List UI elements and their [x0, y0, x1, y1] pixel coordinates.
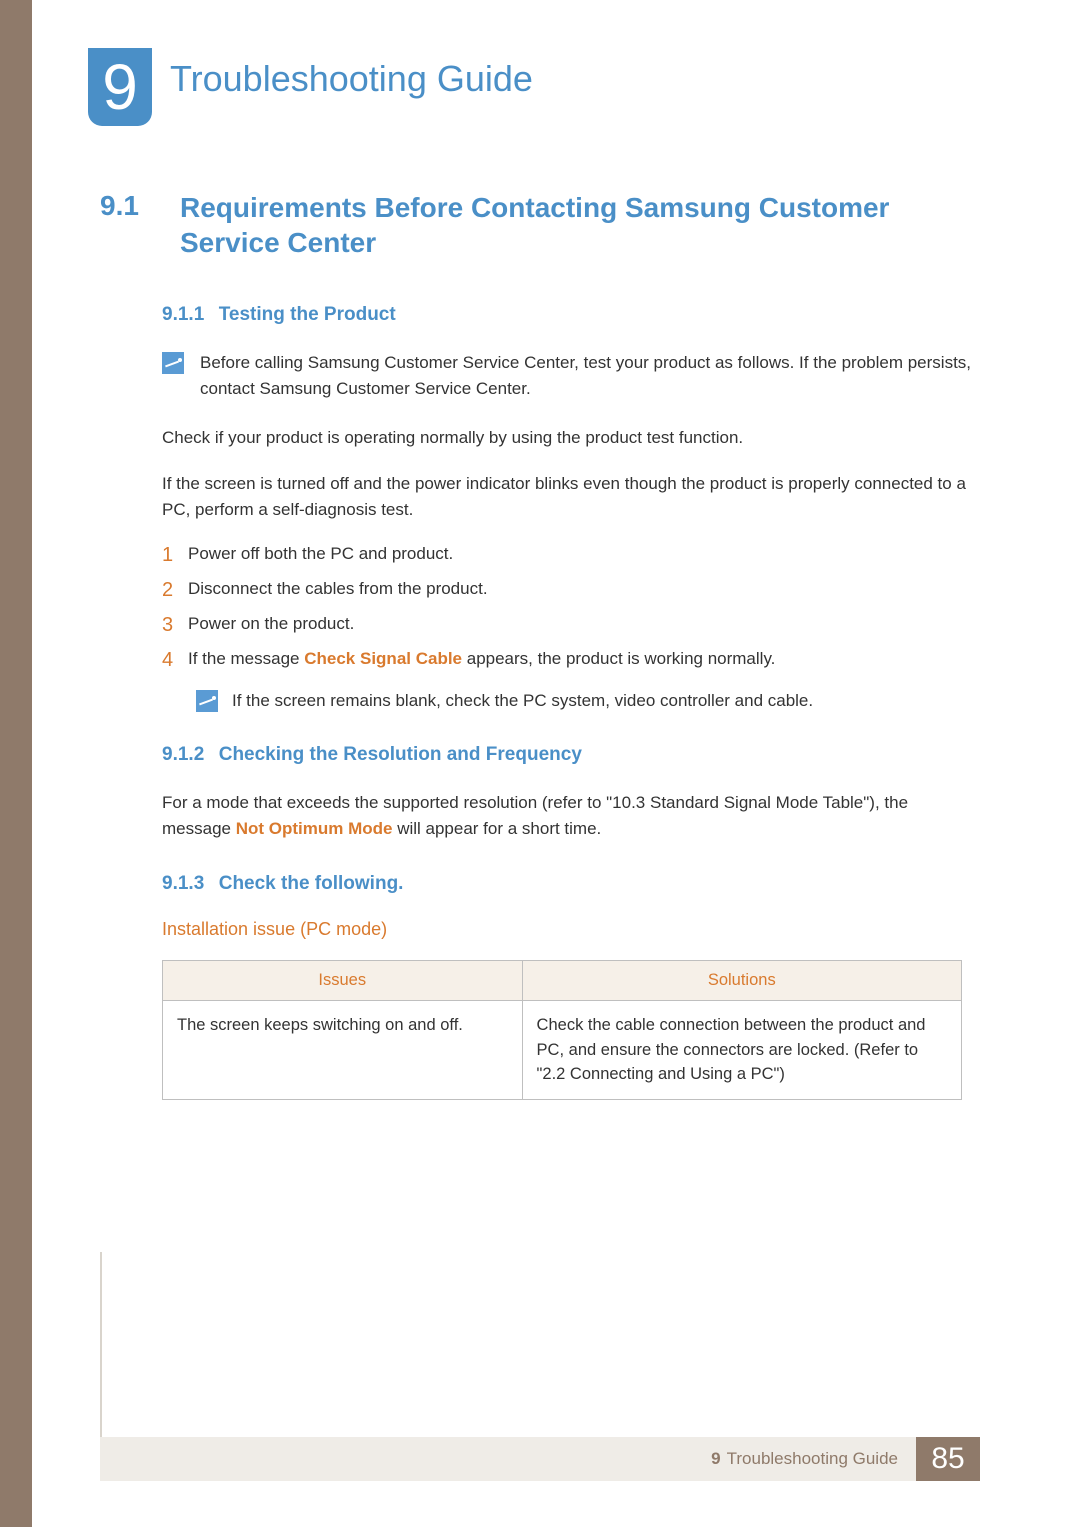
footer-chapter-title: Troubleshooting Guide — [727, 1449, 898, 1469]
footer-bar: 9 Troubleshooting Guide — [100, 1437, 916, 1481]
steps-list: 1Power off both the PC and product. 2Dis… — [162, 544, 980, 672]
text-fragment: appears, the product is working normally… — [462, 649, 775, 668]
table-cell: Check the cable connection between the p… — [522, 1000, 961, 1099]
table-header: Issues — [163, 960, 523, 1000]
text-fragment: If the message — [188, 649, 304, 668]
list-item: 4 If the message Check Signal Cable appe… — [162, 649, 980, 672]
paragraph: For a mode that exceeds the supported re… — [162, 790, 980, 843]
subsection-number: 9.1.1 — [162, 304, 204, 325]
page-footer: 9 Troubleshooting Guide 85 — [100, 1437, 980, 1481]
list-item: 3Power on the product. — [162, 614, 980, 637]
step-number: 1 — [162, 544, 188, 567]
subsection-number: 9.1.3 — [162, 873, 204, 894]
note-icon — [196, 690, 218, 712]
subsection-heading: 9.1.3 Check the following. — [162, 873, 980, 895]
note-block: Before calling Samsung Customer Service … — [162, 350, 980, 403]
section-heading: 9.1 Requirements Before Contacting Samsu… — [100, 190, 980, 260]
step-text: If the message Check Signal Cable appear… — [188, 649, 775, 672]
table-header: Solutions — [522, 960, 961, 1000]
note-text: Before calling Samsung Customer Service … — [200, 350, 980, 403]
page-content: 9.1 Requirements Before Contacting Samsu… — [100, 190, 980, 1100]
side-bar — [0, 0, 32, 1527]
text-fragment: will appear for a short time. — [392, 819, 601, 838]
subsection-heading: 9.1.1 Testing the Product — [162, 304, 980, 326]
sub-note-block: If the screen remains blank, check the P… — [196, 688, 980, 714]
table-row: The screen keeps switching on and off. C… — [163, 1000, 962, 1099]
chapter-title: Troubleshooting Guide — [170, 58, 533, 100]
section-number: 9.1 — [100, 190, 180, 260]
table-header-row: Issues Solutions — [163, 960, 962, 1000]
table-cell: The screen keeps switching on and off. — [163, 1000, 523, 1099]
step-text: Power off both the PC and product. — [188, 544, 453, 567]
highlight-text: Not Optimum Mode — [236, 819, 393, 838]
note-text: If the screen remains blank, check the P… — [232, 688, 813, 714]
page-number: 85 — [916, 1437, 980, 1481]
section-title: Requirements Before Contacting Samsung C… — [180, 190, 980, 260]
subsection-heading: 9.1.2 Checking the Resolution and Freque… — [162, 744, 980, 766]
note-icon — [162, 352, 184, 374]
chapter-number-badge: 9 — [88, 48, 152, 126]
subsection-title: Checking the Resolution and Frequency — [219, 744, 582, 765]
list-item: 1Power off both the PC and product. — [162, 544, 980, 567]
category-heading: Installation issue (PC mode) — [162, 919, 980, 940]
subsection-number: 9.1.2 — [162, 744, 204, 765]
subsection-title: Check the following. — [219, 873, 404, 894]
step-number: 2 — [162, 579, 188, 602]
step-text: Power on the product. — [188, 614, 354, 637]
footer-chapter-number: 9 — [711, 1449, 720, 1469]
subsection-title: Testing the Product — [219, 304, 396, 325]
step-text: Disconnect the cables from the product. — [188, 579, 488, 602]
paragraph: If the screen is turned off and the powe… — [162, 471, 980, 524]
list-item: 2Disconnect the cables from the product. — [162, 579, 980, 602]
step-number: 3 — [162, 614, 188, 637]
step-number: 4 — [162, 649, 188, 672]
issues-table: Issues Solutions The screen keeps switch… — [162, 960, 962, 1100]
margin-rule — [100, 1252, 102, 1444]
highlight-text: Check Signal Cable — [304, 649, 462, 668]
paragraph: Check if your product is operating norma… — [162, 425, 980, 451]
